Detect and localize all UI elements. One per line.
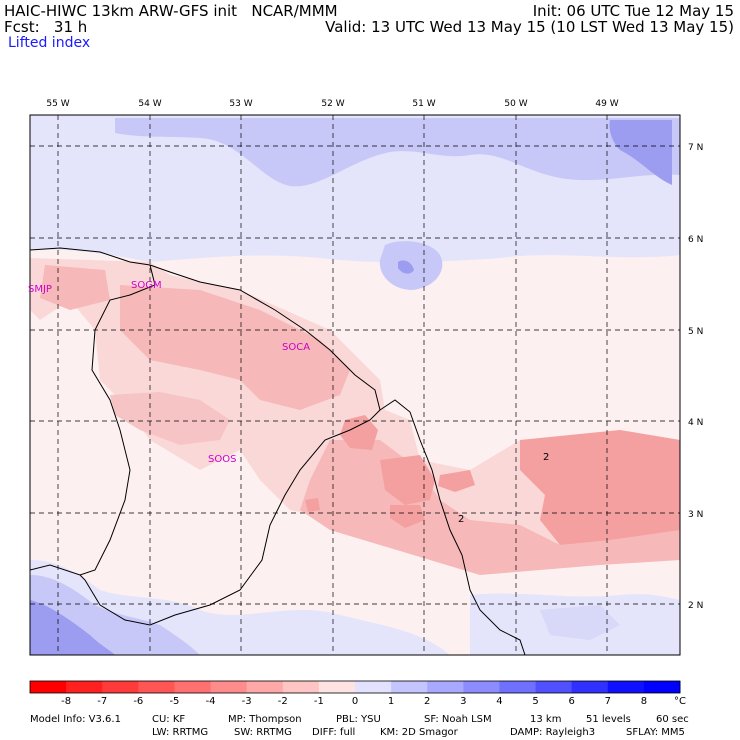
colorbar-tick-label: 1 [388, 696, 394, 707]
colorbar-tick-label: -6 [133, 696, 143, 707]
station-sogm: SOGM [131, 280, 162, 291]
lon-label-49w: 49 W [595, 99, 618, 109]
footer-item: DAMP: Rayleigh3 [510, 727, 595, 738]
footer-item: 60 sec [656, 714, 689, 725]
colorbar-tick-label: -1 [314, 696, 324, 707]
colorbar-tick-label: 7 [605, 696, 611, 707]
lon-label-55w: 55 W [46, 99, 69, 109]
lon-label-51w: 51 W [412, 99, 435, 109]
colorbar-swatch [535, 681, 573, 693]
colorbar-swatch [463, 681, 500, 693]
colorbar-swatch [66, 681, 103, 693]
colorbar-tick-label: -3 [242, 696, 252, 707]
forecast-hour: Fcst: 31 h [4, 18, 88, 36]
footer-item: 51 levels [586, 714, 631, 725]
lat-label-5n: 5 N [688, 327, 703, 337]
colorbar-tick-label: 6 [568, 696, 574, 707]
colorbar-swatch [427, 681, 464, 693]
contour-label: 2 [543, 452, 549, 463]
footer-item: KM: 2D Smagor [380, 727, 459, 738]
footer-item: PBL: YSU [336, 714, 381, 725]
colorbar-swatch [499, 681, 537, 693]
colorbar-swatch [30, 681, 67, 693]
colorbar-swatch [607, 681, 645, 693]
lifted-index-field [30, 115, 680, 655]
colorbar-tick-label: -5 [169, 696, 179, 707]
colorbar-tick-label: -4 [206, 696, 216, 707]
lat-label-7n: 7 N [688, 143, 703, 153]
lat-label-3n: 3 N [688, 510, 703, 520]
colorbar-tick-label: 3 [460, 696, 466, 707]
footer-item: DIFF: full [312, 727, 355, 738]
footer-item: SW: RRTMG [234, 727, 292, 738]
colorbar-tick-label: 5 [532, 696, 538, 707]
footer-item: 13 km [530, 714, 561, 725]
colorbar-swatch [571, 681, 609, 693]
colorbar-swatch [391, 681, 428, 693]
footer-item: MP: Thompson [228, 714, 302, 725]
colorbar-swatch [643, 681, 681, 693]
footer-item: SFLAY: MM5 [626, 727, 685, 738]
colorbar-tick-label: 4 [496, 696, 502, 707]
colorbar-tick-label: 2 [424, 696, 430, 707]
init-time: Init: 06 UTC Tue 12 May 15 [532, 2, 734, 20]
lon-label-54w: 54 W [138, 99, 161, 109]
colorbar-swatch [210, 681, 248, 693]
footer-model-info: Model Info: V3.6.1 CU: KF MP: Thompson P… [30, 714, 689, 738]
colorbar-swatch [282, 681, 320, 693]
lat-label-6n: 6 N [688, 235, 703, 245]
lat-lon-grid [30, 115, 680, 655]
colorbar-tick-label: -8 [61, 696, 71, 707]
colorbar-unit: °C [674, 696, 686, 707]
lon-label-52w: 52 W [321, 99, 344, 109]
footer-item: LW: RRTMG [152, 727, 208, 738]
colorbar-swatch [102, 681, 139, 693]
contour-label: 2 [458, 514, 464, 525]
colorbar-tick-label: 0 [352, 696, 358, 707]
station-smjp: SMJP [28, 284, 52, 295]
footer-item: CU: KF [152, 714, 185, 725]
valid-time: Valid: 13 UTC Wed 13 May 15 (10 LST Wed … [325, 18, 734, 36]
colorbar-tick-label: 8 [641, 696, 647, 707]
coastlines-borders [30, 247, 526, 655]
lat-label-4n: 4 N [688, 418, 703, 428]
colorbar-swatch [174, 681, 212, 693]
model-title: HAIC-HIWC 13km ARW-GFS init NCAR/MMM [4, 2, 338, 20]
footer-item: Model Info: V3.6.1 [30, 714, 121, 725]
colorbar-swatch [246, 681, 284, 693]
colorbar-tick-label: -7 [97, 696, 107, 707]
colorbar-swatch [355, 681, 392, 693]
station-soos: SOOS [208, 454, 236, 465]
lon-label-50w: 50 W [504, 99, 527, 109]
colorbar-swatch [138, 681, 175, 693]
colorbar-tick-label: -2 [278, 696, 288, 707]
colorbar-swatch [318, 681, 356, 693]
station-soca: SOCA [282, 342, 310, 353]
plot-frame [29, 114, 681, 656]
field-name: Lifted index [8, 35, 91, 51]
colorbar-frame [29, 680, 681, 694]
lat-label-2n: 2 N [688, 601, 703, 611]
lon-label-53w: 53 W [229, 99, 252, 109]
footer-item: SF: Noah LSM [424, 714, 492, 725]
colorbar: -8 -7 -6 -5 -4 -3 -2 -1 0 1 2 3 4 5 6 7 8 [29, 680, 681, 707]
